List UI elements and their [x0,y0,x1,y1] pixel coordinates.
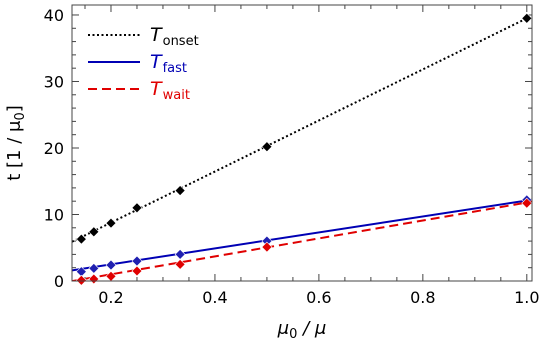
x-axis-label: μ0 / μ [277,318,327,342]
y-axis-label-part: ] [4,105,25,112]
y-axis-label-part: 0 [13,112,28,120]
x-tick-label: 0.6 [306,288,331,307]
axis-labels: μ0 / μt [1 / μ0] [4,105,326,342]
plot-frame [71,4,533,282]
y-tick-label: 0 [54,272,64,291]
x-tick-label: 0.8 [410,288,435,307]
legend-label-onset-part: T [150,24,163,46]
data-point-fast [88,262,100,274]
data-point-wait [174,258,186,270]
x-axis-label-part: μ [277,318,289,339]
legend-label-onset: Tonset [150,24,199,49]
data-point-onset [261,141,273,153]
x-tick-label: 0.2 [98,288,123,307]
data-point-onset [174,185,186,196]
series-fast [72,198,532,272]
data-point-wait [88,273,100,285]
series-line-wait [72,200,532,281]
legend-label-fast: Tfast [150,51,187,76]
data-point-onset [521,12,533,24]
tick-layer: 0.2 0.4 0.6 0.8 1.0 0 10 20 30 40 [44,5,540,307]
data-point-wait [131,265,143,277]
data-point-fast [131,255,143,267]
legend-label-wait-part: wait [163,88,190,103]
y-tick-label: 20 [44,139,64,158]
data-point-onset [88,226,100,238]
legend-label-fast-part: fast [163,61,187,76]
data-point-wait [521,197,533,209]
data-point-onset [75,233,87,245]
y-tick-label: 10 [44,205,64,224]
x-axis-label-part: 0 [289,327,297,342]
y-tick-label: 40 [44,6,64,25]
legend-label-fast-part: T [150,51,163,73]
legend-label-wait-part: T [150,78,163,100]
legend-label-wait: Twait [150,78,190,103]
y-axis-label-part: t [1 / μ [4,120,25,181]
series-wait [72,200,532,281]
data-point-onset [105,217,117,229]
data-point-fast [174,248,186,260]
legend-label-onset-part: onset [163,34,199,49]
x-tick-label: 0.4 [202,288,227,307]
data-point-wait [261,241,273,253]
x-axis-label-part: / μ [297,318,326,339]
data-point-wait [75,274,87,286]
data-point-onset [131,202,143,214]
y-axis-label: t [1 / μ0] [4,105,28,181]
data-point-fast [105,259,117,271]
y-tick-label: 30 [44,72,64,91]
series-layer [72,12,533,286]
series-line-fast [72,198,532,272]
x-tick-label: 1.0 [514,288,539,307]
plot-border [71,4,533,282]
